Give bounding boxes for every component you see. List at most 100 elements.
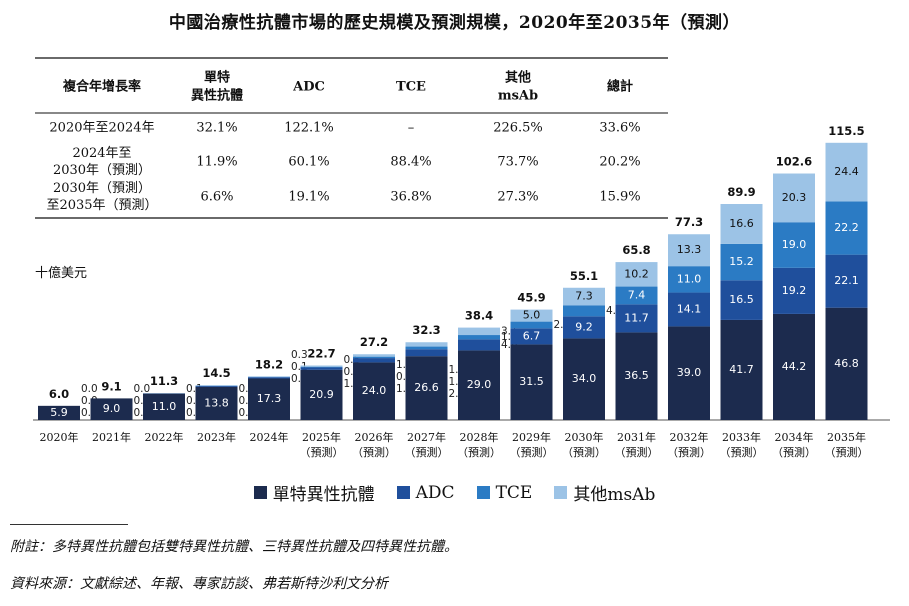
x-tick-label: （預測） (667, 445, 711, 459)
cagr-value: 6.6% (200, 190, 233, 205)
total-label: 102.6 (776, 155, 812, 169)
bar-segment (405, 349, 448, 357)
legend-label: 單特異性抗體 (272, 485, 375, 505)
bar-segment (300, 366, 343, 368)
data-label: 16.6 (729, 217, 754, 230)
x-tick-label: 2022年 (145, 430, 184, 444)
x-tick-label: （預測） (562, 445, 606, 459)
cagr-value: 122.1% (284, 121, 334, 136)
total-label: 38.4 (465, 309, 493, 323)
cagr-value: 60.1% (288, 155, 329, 170)
legend-swatch (554, 486, 568, 499)
data-label: 29.0 (467, 378, 492, 391)
x-tick-label: 2025年 (302, 430, 341, 444)
legend-item: TCE (476, 482, 533, 503)
bar-segment (248, 377, 290, 379)
data-label: 11.7 (624, 311, 649, 324)
bar-segment (615, 262, 658, 287)
footnote-divider (10, 524, 128, 525)
bar-segment (825, 142, 868, 202)
data-label: 15.2 (729, 255, 754, 268)
cagr-period: 2020年至2024年 (49, 121, 154, 136)
bar-segment (720, 319, 763, 420)
cagr-value: 15.9% (599, 190, 640, 205)
bar-segment (773, 313, 815, 420)
cagr-header: ADC (292, 80, 325, 95)
legend-item: 其他msAb (554, 480, 655, 505)
chart-title: 中國治療性抗體市場的歷史規模及預測規模，2020年至2035年（預測） (168, 13, 741, 33)
bar-segment (38, 405, 80, 420)
data-label: 11.0 (677, 272, 702, 285)
cagr-header: 其他 (505, 70, 531, 86)
bar-segment (510, 321, 553, 329)
data-label: 7.3 (575, 290, 593, 303)
cagr-value: 226.5% (493, 121, 543, 136)
bar-segment (195, 386, 238, 420)
x-tick-label: （預測） (772, 445, 816, 459)
legend-label: TCE (495, 482, 533, 503)
bar-segment (510, 309, 553, 322)
legend: 單特異性抗體 ADC TCE 其他msAb (0, 480, 909, 505)
legend-swatch (476, 486, 490, 499)
cagr-value: 32.1% (196, 121, 237, 136)
data-label: 20.3 (782, 191, 807, 204)
total-label: 89.9 (727, 185, 755, 199)
bar-segment (563, 287, 605, 306)
data-label: 22.2 (834, 221, 859, 234)
x-tick-label: （預測） (405, 445, 449, 459)
bar-segment (458, 350, 500, 420)
data-label: 5.9 (50, 406, 68, 419)
bar-segment (563, 338, 605, 420)
bar-segment (510, 328, 553, 345)
cagr-period: 2030年（預測） (53, 163, 151, 178)
bar-segment (300, 367, 343, 370)
cagr-period: 2024年至 (72, 146, 131, 161)
bar-segment (405, 346, 448, 350)
bar-segment (248, 376, 290, 378)
total-label: 115.5 (828, 124, 864, 138)
data-label: 7.4 (628, 288, 646, 301)
data-label: 5.0 (523, 309, 541, 322)
data-label: 36.5 (624, 369, 649, 382)
data-label: 19.0 (782, 238, 807, 251)
legend-item: ADC (396, 483, 455, 503)
cagr-value: 27.3% (497, 190, 538, 205)
x-tick-label: （預測） (615, 445, 659, 459)
bar-segment (143, 393, 185, 420)
cagr-header: 總計 (607, 79, 633, 95)
bar-segment (510, 344, 553, 420)
data-label: 10.2 (624, 267, 649, 280)
x-tick-label: 2030年 (565, 430, 604, 444)
x-tick-label: 2021年 (92, 430, 131, 444)
data-label: 13.3 (677, 243, 702, 256)
data-label-small: 0.3 (291, 349, 308, 361)
x-tick-label: 2020年 (40, 430, 79, 444)
bar-segment (825, 254, 868, 308)
bar-segment (825, 201, 868, 255)
bar-segment (668, 292, 710, 327)
bar-segment (668, 234, 710, 267)
x-tick-label: （預測） (825, 445, 869, 459)
footnote-note: 附註：多特異性抗體包括雙特異性抗體、三特異性抗體及四特異性抗體。 (10, 539, 458, 555)
cagr-value: 36.8% (390, 190, 431, 205)
data-label: 22.1 (834, 274, 859, 287)
bar-segment (615, 332, 658, 420)
cagr-header: TCE (396, 80, 426, 95)
data-label: 19.2 (782, 284, 807, 297)
x-tick-label: 2033年 (722, 430, 761, 444)
data-label: 26.6 (414, 381, 439, 394)
bar-segment (825, 307, 868, 420)
bar-segment (615, 286, 658, 305)
bar-segment (668, 326, 710, 420)
total-label: 77.3 (675, 215, 703, 229)
x-tick-label: 2023年 (197, 430, 236, 444)
x-tick-label: 2028年 (460, 430, 499, 444)
cagr-period: 至2035年（預測） (46, 198, 157, 213)
total-label: 9.1 (101, 379, 121, 393)
data-label-small: 0.0 (81, 383, 98, 395)
bar-segment (773, 267, 815, 314)
cagr-value: 88.4% (390, 155, 431, 170)
x-tick-label: （預測） (352, 445, 396, 459)
cagr-value: – (408, 121, 415, 136)
bar-segment (300, 365, 343, 367)
